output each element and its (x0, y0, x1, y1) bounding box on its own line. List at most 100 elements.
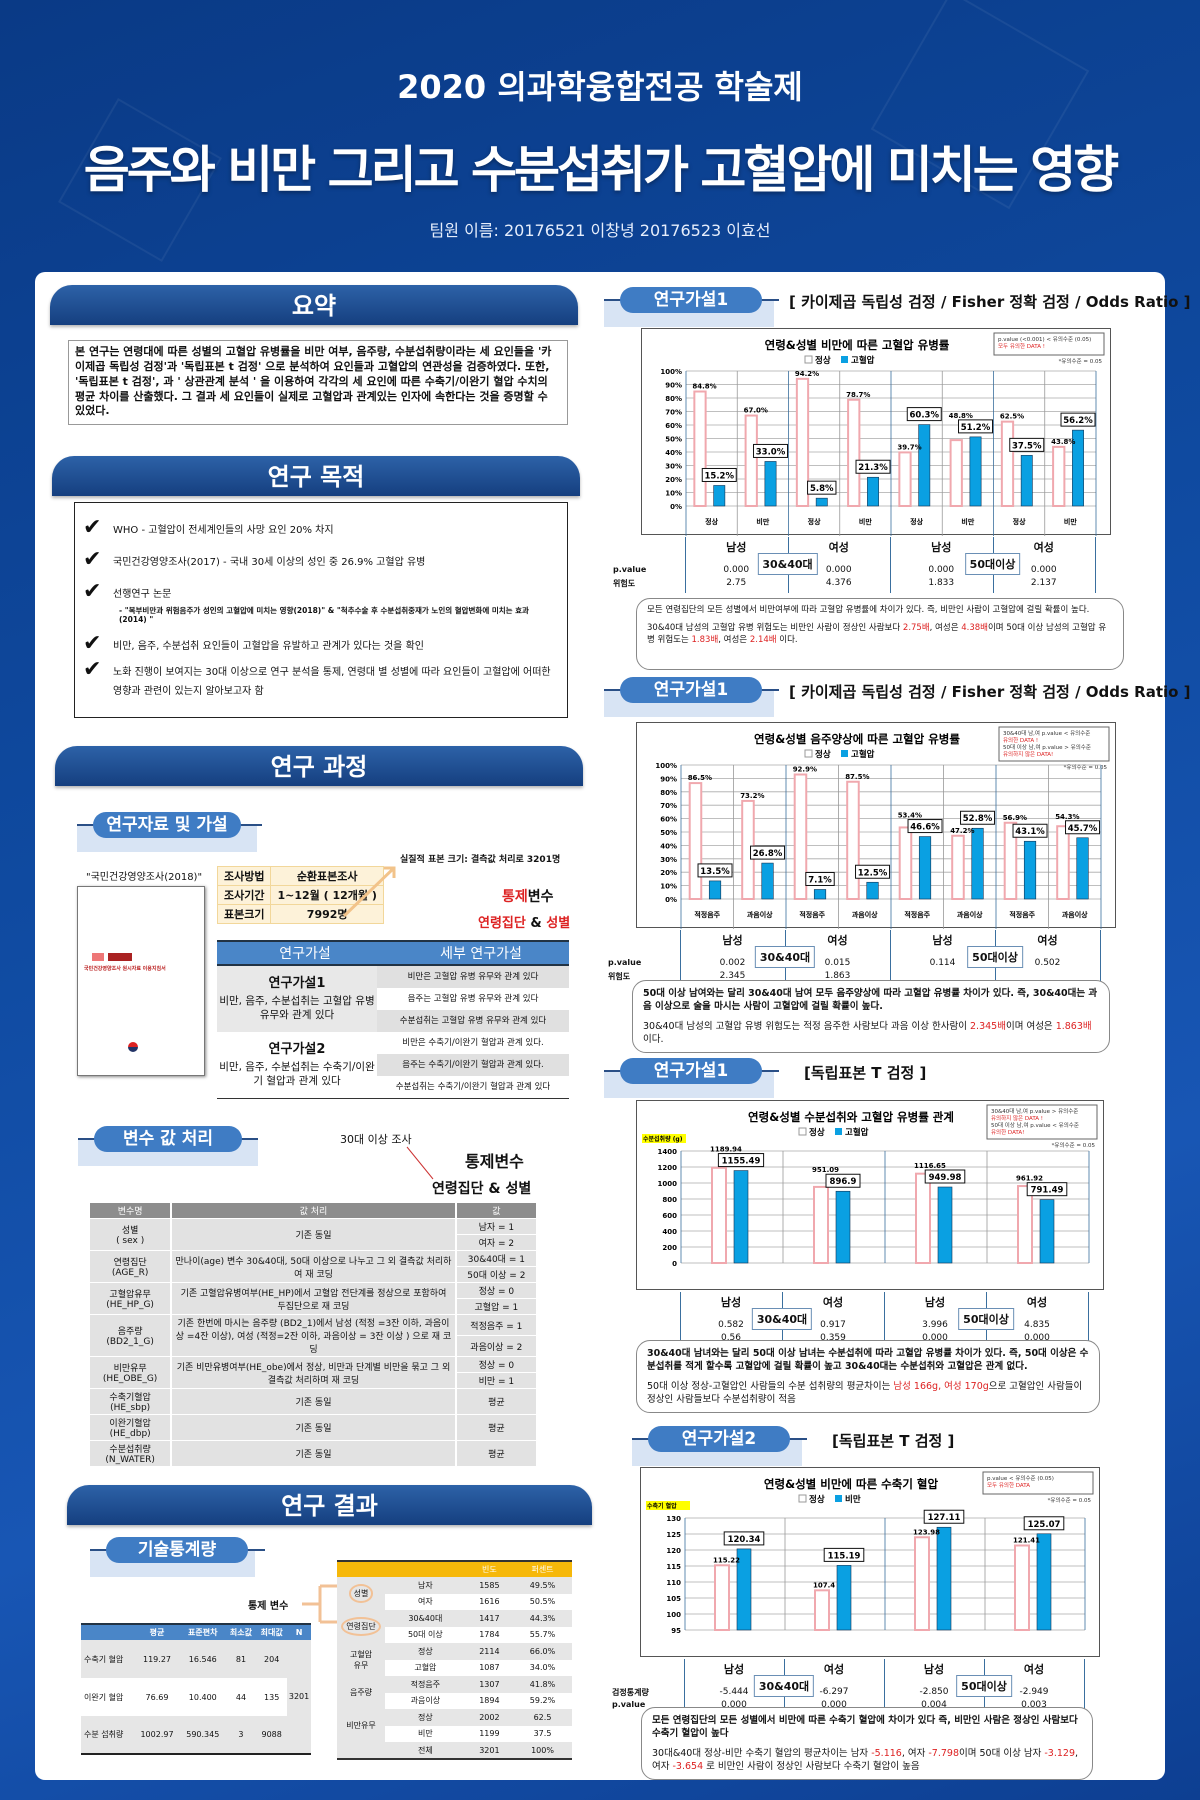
age-group-box: 50대이상 (964, 553, 1021, 575)
hypothesis-details: 비만은 수축기/이완기 혈압과 관계 있다. 음주는 수축기/이완기 혈압과 관계… (377, 1032, 569, 1098)
freq-cell: 50대 이상 (385, 1626, 466, 1643)
value-label-high: 115.19 (828, 1551, 861, 1561)
stats-header-cell: 평균 (134, 1623, 180, 1640)
y-tick-label: 90% (665, 382, 682, 390)
effective-sample: 실질적 표본 크기: 결측값 처리로 3201명 (400, 855, 561, 865)
highlight-value: 2.345배 (970, 1020, 1006, 1032)
stats-cell: 135 (264, 1692, 280, 1702)
x-category-label: 과음이상 (957, 910, 983, 919)
value-label-box (750, 845, 786, 860)
highlight-value: 2.14배 (749, 634, 777, 645)
freq-cell: 62.5 (513, 1709, 572, 1726)
y-tick-label: 70% (665, 409, 682, 417)
bar-normal (711, 1166, 727, 1264)
sex-group-label: 남성 (931, 541, 952, 554)
bar-high (971, 827, 984, 900)
note-paragraph: 30&40대 남성의 고혈압 유병 위험도는 비만인 사람이 정상인 사람보다 … (647, 623, 1113, 647)
group-divider (1095, 537, 1096, 593)
x-category-label: 정상 (705, 517, 718, 526)
bar-high (708, 880, 722, 900)
freq-group: 음주량 (349, 1688, 373, 1697)
highlight-value: 1.83배 (691, 634, 719, 645)
bar-high (969, 436, 982, 507)
stats-value: 0.000 (1024, 1333, 1050, 1343)
freq-header-cell: 퍼센트 (513, 1560, 572, 1577)
group-divider (1100, 930, 1101, 986)
stats-value: 0.359 (820, 1333, 846, 1343)
value-label-box (753, 443, 789, 458)
sex-group-label: 남성 (726, 541, 747, 554)
stats-value: 1.863 (824, 971, 851, 981)
sex-group-label: 여성 (1026, 1296, 1048, 1309)
value-label-normal: 961.92 (1016, 1175, 1043, 1183)
bar-high (1023, 840, 1037, 900)
freq-cell: 1585 (465, 1577, 513, 1594)
result-note: 모든 연령집단의 모든 성별에서 비만에 따른 수축기 혈압에 차이가 있다 즉… (641, 1707, 1093, 1781)
freq-group: 비만유무 (346, 1721, 376, 1730)
control-variable-title-2: 통제변수 (465, 1152, 524, 1171)
stats-value: 0.000 (928, 565, 955, 575)
legend-label: 고혈압 (851, 749, 875, 760)
note-text: 30&40대 남성의 고혈압 유병 위험도는 비만인 사람이 정상인 사람보다 (647, 622, 903, 633)
value-label-high: 21.3% (858, 463, 888, 473)
stats-header: 평균 표준편차 최소값 최대값 N (81, 1623, 311, 1640)
freq-row: 여자 1616 50.5% (337, 1593, 572, 1610)
note-text: 이며 여성은 (1005, 1020, 1056, 1032)
value-label-high: 120.34 (728, 1535, 761, 1545)
annotation-text: 유의한 DATA ! (1003, 737, 1038, 744)
bar-normal (744, 414, 758, 507)
bar-high (836, 1565, 852, 1631)
freq-cell: 59.2% (513, 1692, 572, 1709)
annotation-text: 모두 유의한 DATA (987, 1482, 1030, 1489)
freq-cell: 30&40대 (385, 1610, 466, 1627)
bar-high (867, 476, 879, 507)
legend-swatch-normal (798, 1127, 807, 1136)
freq-cell: 남자 (385, 1577, 466, 1594)
highlight-value: 2.75배 (902, 622, 930, 633)
value-label-normal: 92.9% (793, 766, 817, 774)
value-label-high: 46.6% (910, 823, 940, 833)
freq-cell: 1307 (465, 1676, 513, 1693)
bar-normal (814, 1589, 830, 1631)
bar-high (936, 1526, 952, 1631)
purpose-box: ✔ WHO - 고혈압이 전세계인들의 사망 요인 20% 차지 ✔ 국민건강영양조사… (74, 502, 568, 718)
y-tick-label: 0% (670, 503, 682, 511)
bar-high (736, 1548, 752, 1631)
stats-cell: 9088 (261, 1730, 282, 1739)
annotation-text: *유의수준 = 0.05 (1052, 1142, 1096, 1149)
chart-4: 연령&성별 비만에 따른 수축기 혈압 정상 비만 p.value < 유의수준 (0… (640, 1467, 1100, 1657)
value-label-box (906, 407, 942, 422)
section-pill: 연구가설2 (648, 1426, 790, 1452)
y-tick-label: 30% (660, 856, 677, 864)
control-variables: 연령집단 & 성별 (478, 912, 570, 931)
highlight-value: -3.129 (1044, 1747, 1075, 1759)
stats-cell: 590.345 (186, 1730, 220, 1739)
annotation-text: *유의수준 = 0.05 (1059, 358, 1103, 365)
legend-label: 정상 (815, 355, 831, 366)
report-title: 국민건강영양조사 원시자료 이용지침서 (84, 966, 166, 972)
y-tick-label: 0 (672, 1260, 677, 1268)
blank (337, 1742, 385, 1759)
age-group-box: 30&40대 (757, 553, 818, 575)
hypothesis-header: 연구가설 세부 연구가설 (217, 940, 569, 966)
value-label-box (823, 1547, 865, 1562)
note-text: 30대&40대 정상-비만 수축기 혈압의 평균차이는 남자 (652, 1747, 872, 1759)
sex-group-label: 남성 (722, 934, 743, 947)
stats-header-cell: N (287, 1623, 311, 1640)
bar-high (835, 1190, 851, 1264)
freq-row: 비만유무 정상 2002 62.5 (337, 1709, 572, 1742)
y-tick-label: 20% (660, 869, 677, 877)
variable-row: 연령집단 (AGE_R) 만나이(age) 변수 30&40대, 50대 이상으로… (90, 1250, 539, 1283)
results-banner: 연구 결과 (67, 1485, 592, 1525)
survey-cell: 조사방법 (216, 866, 272, 886)
freq-cell: 34.0% (513, 1659, 572, 1676)
bar-normal (714, 1564, 730, 1631)
age-group-box: 50대이상 (967, 946, 1023, 968)
value-label-high: 56.2% (1063, 416, 1093, 426)
note-text: 30&40대 남녀와는 달리 50대 이상 남녀는 수분섭취에 따라 고혈압 유… (647, 1348, 1089, 1373)
bar-high (1072, 429, 1084, 507)
freq-header-cell (385, 1560, 466, 1577)
stats-value: 0.000 (721, 1700, 747, 1710)
variable-value: 여자 = 2 (455, 1234, 539, 1251)
bar-normal (1052, 445, 1066, 508)
